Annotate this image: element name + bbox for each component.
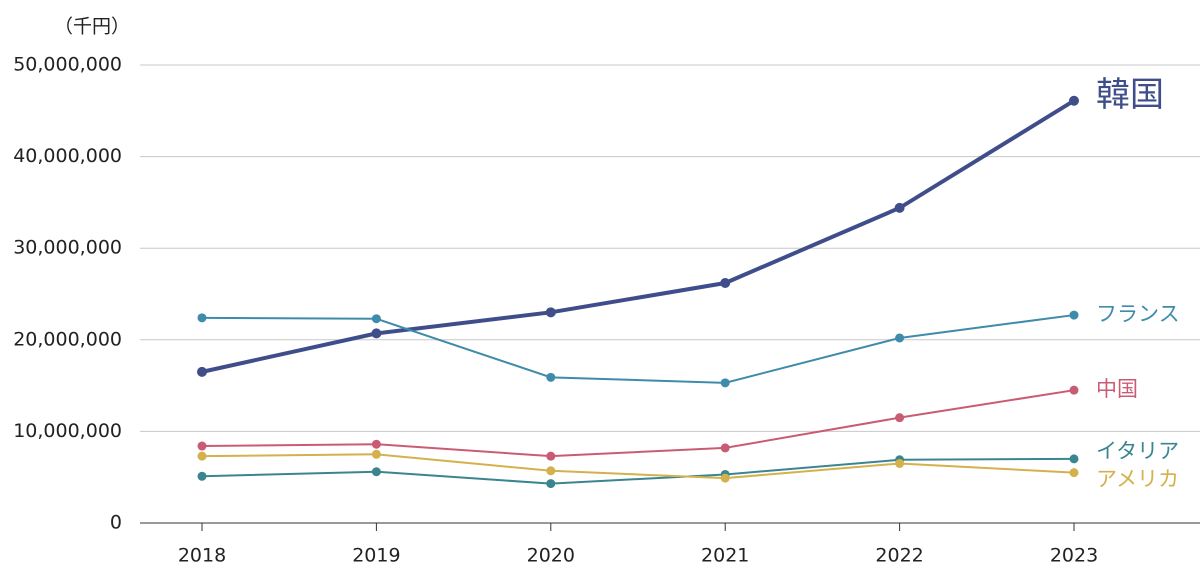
legend-label: フランス	[1096, 302, 1180, 326]
data-point	[1069, 385, 1079, 395]
series-line	[201, 314, 1075, 384]
data-point	[720, 473, 730, 483]
legend-label: イタリア	[1096, 439, 1179, 463]
data-point	[1069, 468, 1079, 478]
x-tick-label: 2021	[701, 545, 749, 567]
data-point	[1069, 454, 1079, 464]
data-point	[720, 378, 730, 388]
data-point	[197, 451, 207, 461]
data-point	[197, 471, 207, 481]
data-point	[546, 466, 556, 476]
data-point	[197, 313, 207, 323]
data-point	[720, 278, 731, 289]
data-point	[371, 314, 381, 324]
data-point	[371, 439, 381, 449]
y-tick-label: 50,000,000	[13, 54, 122, 76]
data-point	[895, 333, 905, 343]
x-tick-label: 2020	[527, 545, 575, 567]
data-point	[197, 366, 207, 377]
data-point	[546, 372, 556, 382]
series-line	[201, 389, 1075, 458]
y-tick-label: 10,000,000	[13, 420, 122, 442]
legend-label: 中国	[1096, 377, 1138, 401]
data-point	[371, 328, 382, 339]
y-tick-label: 20,000,000	[13, 328, 122, 350]
x-tick-label: 2023	[1050, 545, 1098, 567]
y-tick-label: 30,000,000	[13, 237, 122, 259]
y-tick-label: 0	[110, 512, 122, 534]
legend-label: アメリカ	[1096, 467, 1179, 491]
data-point	[371, 449, 381, 459]
data-point	[1069, 310, 1079, 320]
data-point	[1069, 95, 1079, 106]
data-point	[545, 307, 556, 318]
data-point	[546, 479, 556, 489]
data-point	[546, 451, 556, 461]
data-point	[371, 467, 381, 477]
data-point	[894, 202, 905, 213]
data-point	[895, 458, 905, 468]
legend-label: 韓国	[1096, 75, 1164, 115]
unit-label: （千円）	[54, 16, 130, 38]
x-tick-label: 2019	[352, 545, 400, 567]
series-line	[201, 457, 1075, 485]
y-tick-label: 40,000,000	[13, 145, 122, 167]
x-tick-label: 2022	[875, 545, 923, 567]
data-point	[197, 441, 207, 451]
series-line	[201, 99, 1076, 374]
data-point	[720, 443, 730, 453]
x-tick-label: 2018	[178, 545, 226, 567]
data-point	[895, 413, 905, 423]
series-line	[201, 453, 1075, 480]
